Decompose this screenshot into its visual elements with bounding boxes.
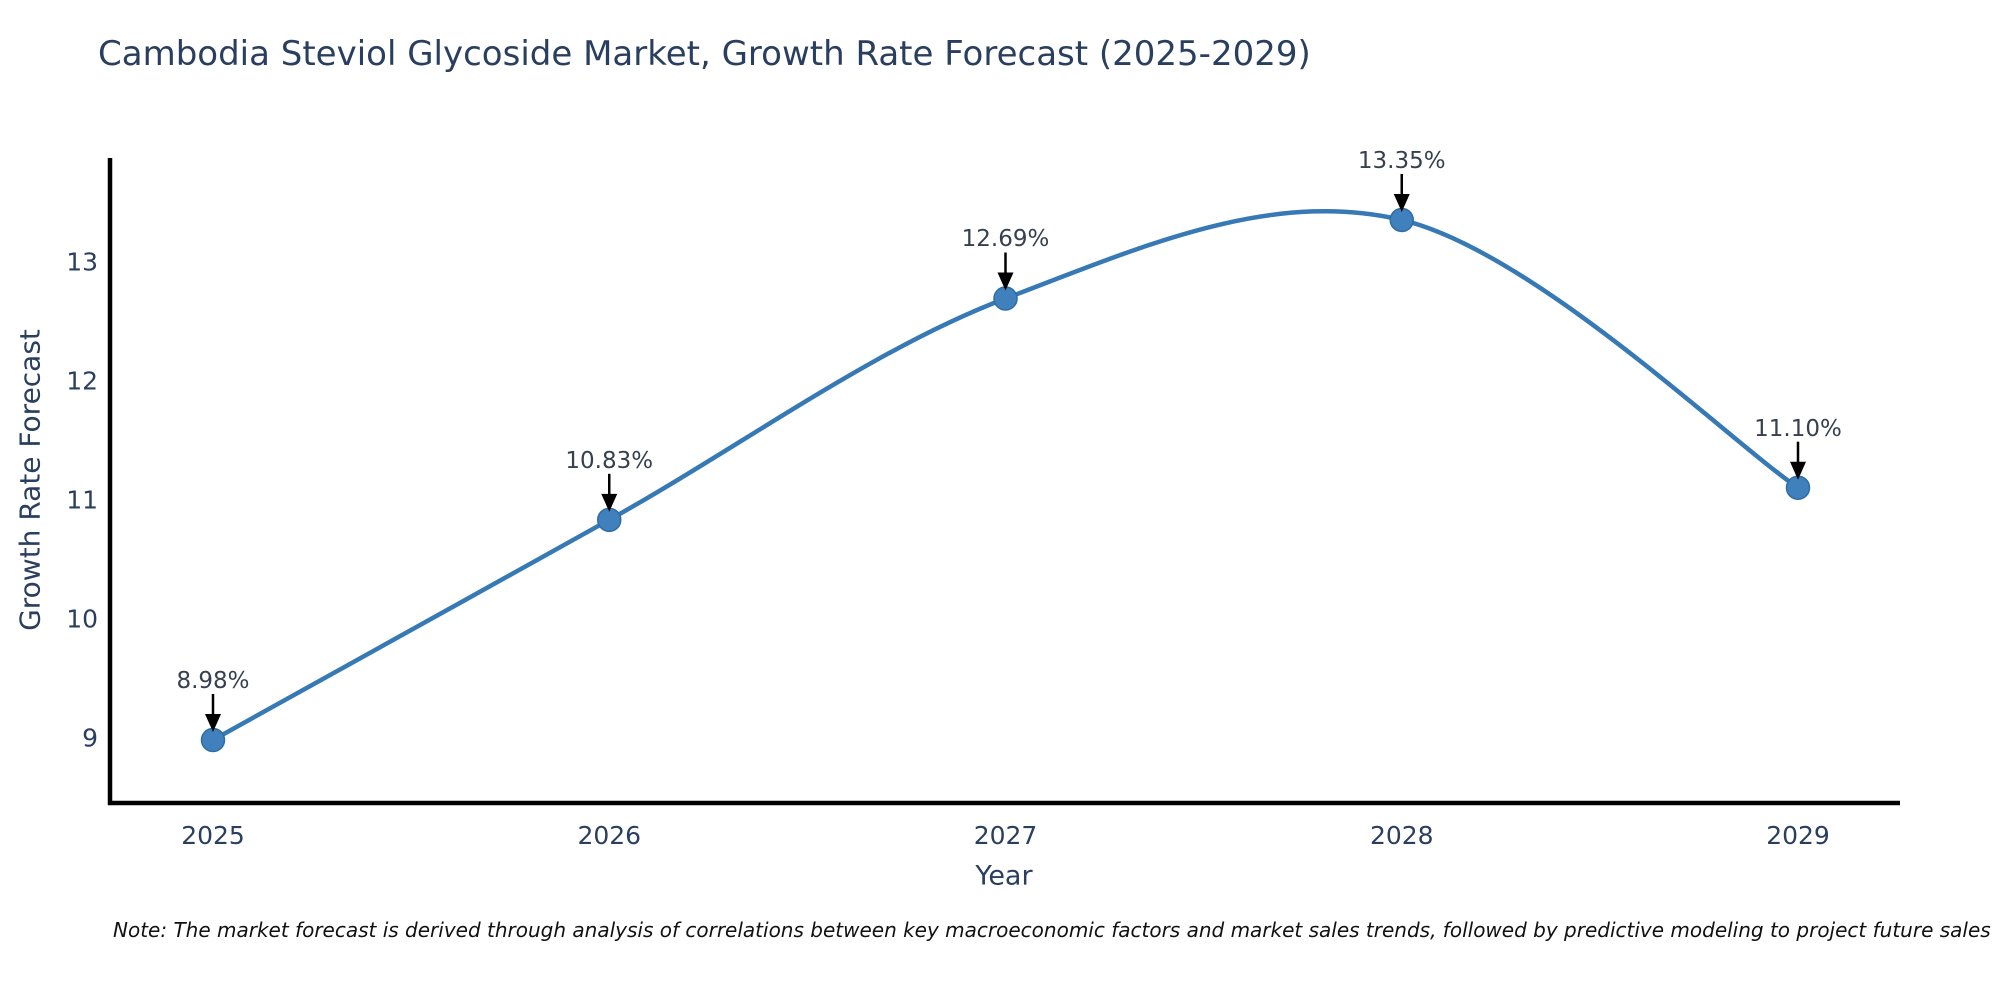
x-axis-title: Year: [975, 860, 1033, 892]
y-axis-title: Growth Rate Forecast: [13, 329, 47, 631]
x-tick-label-2029: 2029: [1766, 821, 1830, 850]
annotation-arrow-head: [205, 713, 221, 732]
annotation-arrow-head: [601, 493, 618, 512]
y-tick-label-13: 13: [66, 247, 98, 277]
chart-title: Cambodia Steviol Glycoside Market, Growt…: [98, 34, 1311, 74]
footnote-text: Note: The market forecast is derived thr…: [113, 918, 1991, 942]
annotation-arrow-head: [1790, 461, 1806, 480]
annotation-label-2028: 13.35%: [1357, 147, 1446, 174]
x-tick-label-2027: 2027: [973, 821, 1038, 850]
annotation-arrow-head: [1393, 193, 1410, 212]
x-tick-label-2025: 2025: [181, 821, 245, 850]
y-tick-label-9: 9: [82, 723, 98, 753]
annotation-label-2026: 10.83%: [565, 447, 654, 474]
annotation-arrow-head: [997, 272, 1014, 291]
y-tick-label-10: 10: [66, 604, 98, 634]
y-tick-label-12: 12: [66, 366, 98, 396]
x-tick-label-2026: 2026: [577, 821, 642, 850]
y-tick-label-11: 11: [66, 485, 98, 515]
annotation-label-2025: 8.98%: [176, 667, 250, 694]
annotation-label-2027: 12.69%: [961, 226, 1050, 253]
annotation-label-2029: 11.10%: [1754, 415, 1842, 442]
x-tick-label-2028: 2028: [1369, 821, 1434, 850]
